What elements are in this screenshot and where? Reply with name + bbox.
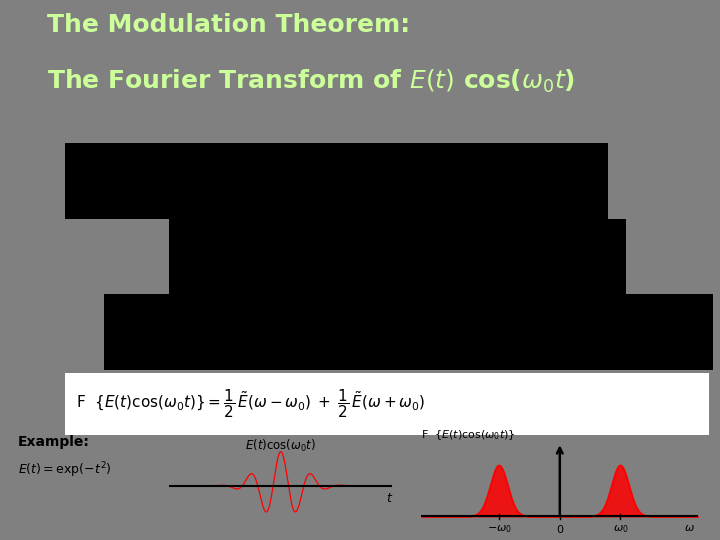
Text: F  $\{E(t)\cos(\omega_0 t)\}$: F $\{E(t)\cos(\omega_0 t)\}$ bbox=[421, 429, 516, 442]
Bar bbox=[65, 143, 608, 219]
Text: Example:: Example: bbox=[18, 435, 90, 449]
Text: $\omega$: $\omega$ bbox=[684, 523, 695, 533]
Text: F  $\left\{E(t)\cos(\omega_0 t)\right\} = \dfrac{1}{2}\,\tilde{E}(\omega - \omeg: F $\left\{E(t)\cos(\omega_0 t)\right\} =… bbox=[76, 387, 425, 420]
Text: $E(t)\cos(\omega_0 t)$: $E(t)\cos(\omega_0 t)$ bbox=[246, 438, 316, 454]
Text: $\omega_0$: $\omega_0$ bbox=[613, 523, 629, 535]
Text: The Modulation Theorem:: The Modulation Theorem: bbox=[47, 14, 410, 37]
Text: $0$: $0$ bbox=[556, 523, 564, 535]
Text: $t$: $t$ bbox=[386, 492, 393, 505]
Text: The Fourier Transform of $E(t)$ cos($\omega_0 t$): The Fourier Transform of $E(t)$ cos($\om… bbox=[47, 68, 575, 94]
Text: $E(t) = \exp(-t^2)$: $E(t) = \exp(-t^2)$ bbox=[18, 460, 112, 480]
Bar bbox=[104, 294, 713, 370]
Bar bbox=[65, 373, 709, 435]
Bar bbox=[169, 219, 626, 294]
Text: $-\omega_0$: $-\omega_0$ bbox=[487, 523, 512, 535]
